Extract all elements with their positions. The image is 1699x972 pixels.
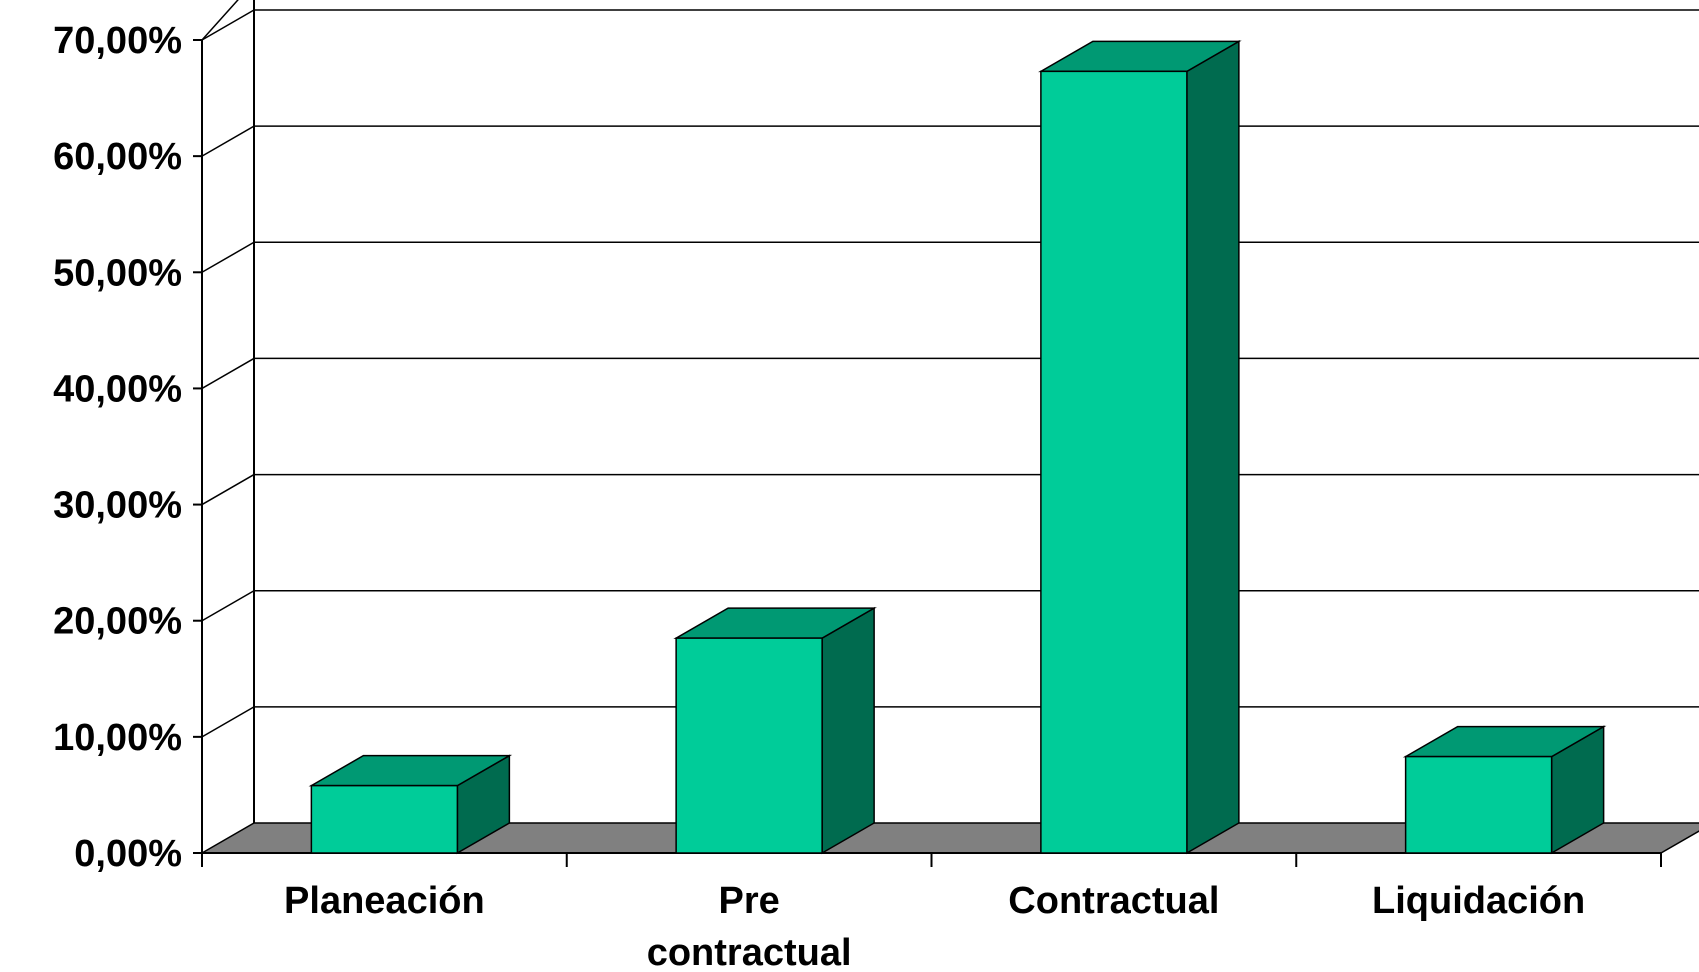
- chart-gridlines: [201, 0, 1699, 823]
- side-wall-line: [201, 9, 255, 41]
- side-wall-line: [201, 0, 239, 41]
- y-tick-label: 10,00%: [53, 717, 182, 759]
- y-tick-label: 60,00%: [53, 136, 182, 178]
- side-wall-line: [201, 357, 255, 390]
- x-category-label: Planeación: [284, 880, 485, 922]
- y-tick-label: 0,00%: [74, 833, 182, 875]
- chart-labels: 0,00% 10,00% 20,00% 30,00% 40,00% 50,00% 60,00…: [53, 20, 1585, 972]
- chart-bars: [308, 40, 1607, 855]
- side-wall-line: [201, 473, 255, 506]
- y-tick-label: 70,00%: [53, 20, 182, 62]
- y-tick-label: 40,00%: [53, 368, 182, 410]
- y-tick-label: 20,00%: [53, 601, 182, 643]
- bar: [1404, 755, 1553, 854]
- side-wall-line: [201, 125, 255, 157]
- side-wall-line: [201, 590, 255, 622]
- y-tick-label: 50,00%: [53, 252, 182, 294]
- bar-side: [1186, 40, 1240, 855]
- bar: [1040, 70, 1188, 854]
- x-category-label: Contractual: [1008, 880, 1219, 922]
- y-tick-label: 30,00%: [53, 485, 182, 527]
- bar-side: [821, 606, 875, 855]
- bar: [675, 637, 823, 854]
- side-wall-line: [201, 241, 255, 273]
- bar: [310, 784, 459, 854]
- side-wall-line: [201, 706, 255, 738]
- x-category-label: Liquidación: [1372, 880, 1585, 922]
- x-category-label: Pre contractual: [647, 880, 852, 972]
